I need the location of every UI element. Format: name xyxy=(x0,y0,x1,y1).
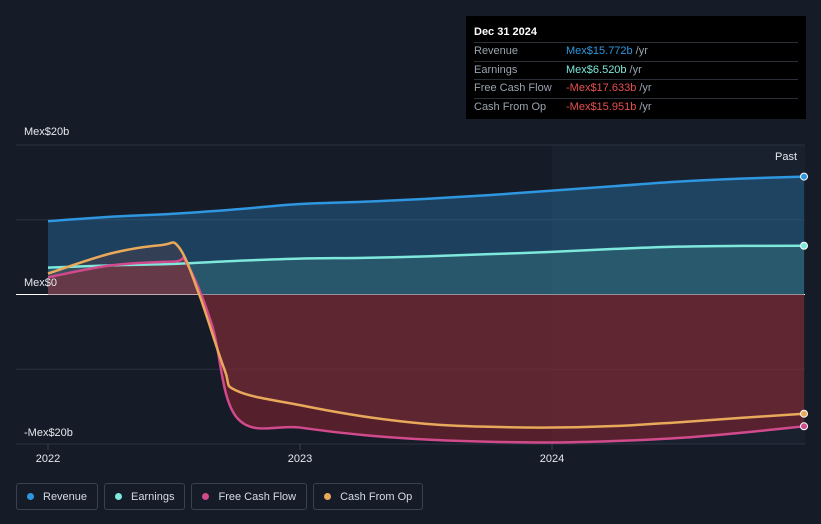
legend-item-revenue[interactable]: Revenue xyxy=(16,483,99,510)
legend-label: Revenue xyxy=(43,490,88,503)
chart: Mex$20b Mex$0 -Mex$20b Past 2022 2023 2024 xyxy=(16,126,808,465)
tooltip-row-free-cash-flow: Free Cash Flow -Mex$17.633b /yr xyxy=(474,79,798,98)
earnings-area xyxy=(48,245,804,295)
y-axis-label-zero: Mex$0 xyxy=(24,277,57,289)
earnings-dot-icon xyxy=(115,493,123,500)
legend-label: Cash From Op xyxy=(340,490,413,503)
tooltip-unit: /yr xyxy=(635,45,648,57)
tooltip-unit: /yr xyxy=(629,63,642,76)
tooltip-value: Mex$6.520b xyxy=(566,63,627,76)
past-label: Past xyxy=(775,151,797,163)
revenue-endpoint xyxy=(800,172,808,181)
revenue-dot-icon xyxy=(27,493,34,500)
legend-label: Earnings xyxy=(131,490,175,503)
series-endpoints xyxy=(800,172,808,431)
earnings-line xyxy=(47,244,805,269)
tooltip-unit: /yr xyxy=(639,82,652,94)
tooltip-label: Revenue xyxy=(474,45,519,57)
free-cash-flow-endpoint xyxy=(800,422,808,431)
series-lines xyxy=(47,175,805,444)
revenue-line xyxy=(47,175,805,223)
tooltip-label: Earnings xyxy=(474,63,518,76)
free-cash-flow-dot-icon xyxy=(202,493,210,500)
x-tick-label: 2023 xyxy=(288,453,312,465)
tooltip-value: -Mex$17.633b xyxy=(566,82,637,94)
tooltip-unit: /yr xyxy=(639,100,652,113)
cash-from-op-area xyxy=(48,242,804,428)
tooltip-date: Dec 31 2024 xyxy=(474,26,537,38)
tooltip-label: Free Cash Flow xyxy=(474,82,552,94)
tooltip-value: Mex$15.772b xyxy=(566,45,633,57)
tooltip-row-earnings: Earnings Mex$6.520b /yr xyxy=(474,60,798,80)
cash-from-op-endpoint xyxy=(800,409,808,418)
x-axis-ticks: 2022 2023 2024 xyxy=(36,444,564,465)
legend-label: Free Cash Flow xyxy=(218,490,297,503)
cash-from-op-line xyxy=(47,241,805,429)
y-axis-label-top: Mex$20b xyxy=(24,126,69,138)
revenue-area xyxy=(48,176,804,295)
x-tick-label: 2022 xyxy=(36,453,60,465)
series-areas xyxy=(48,176,804,443)
legend-item-free-cash-flow[interactable]: Free Cash Flow xyxy=(191,483,308,510)
legend-item-earnings[interactable]: Earnings xyxy=(104,483,186,510)
tooltip-row-revenue: Revenue Mex$15.772b /yr xyxy=(474,42,798,61)
tooltip: Dec 31 2024 Revenue Mex$15.772b /yr Earn… xyxy=(466,16,806,119)
x-tick-label: 2024 xyxy=(540,453,564,465)
cash-from-op-dot-icon xyxy=(324,493,332,500)
legend: Revenue Earnings Free Cash Flow Cash Fro… xyxy=(16,483,424,510)
tooltip-row-cash-from-op: Cash From Op -Mex$15.951b /yr xyxy=(474,97,798,117)
earnings-endpoint xyxy=(800,241,808,250)
free-cash-flow-area xyxy=(48,257,804,443)
free-cash-flow-line xyxy=(47,256,805,444)
tooltip-label: Cash From Op xyxy=(474,100,547,113)
tooltip-value: -Mex$15.951b xyxy=(566,100,637,113)
legend-item-cash-from-op[interactable]: Cash From Op xyxy=(313,483,424,510)
y-axis-label-bottom: -Mex$20b xyxy=(24,427,73,439)
